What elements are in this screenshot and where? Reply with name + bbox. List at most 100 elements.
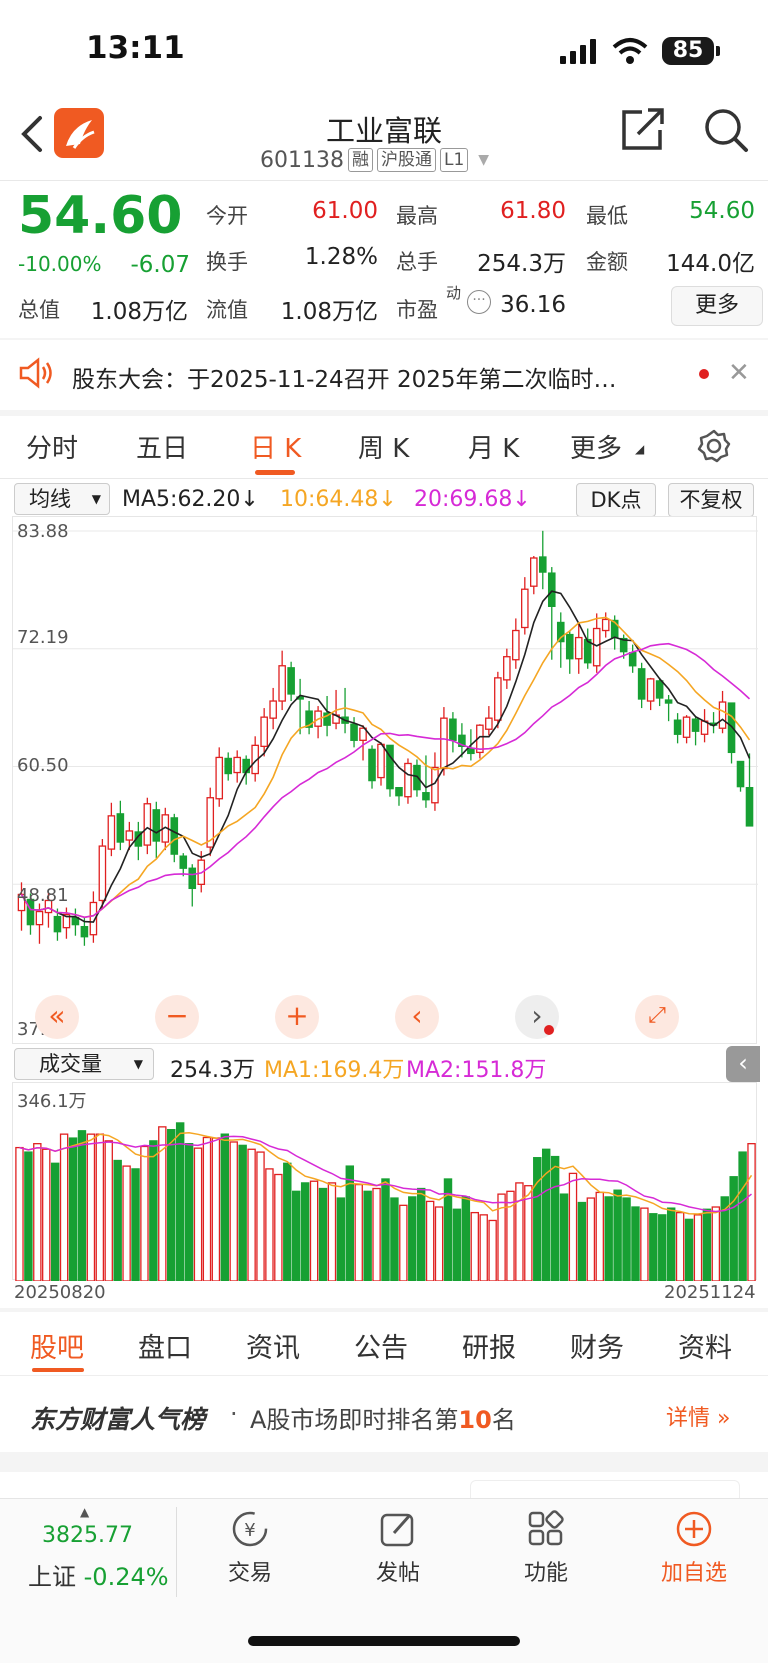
volume-bar — [327, 1182, 337, 1281]
zoom-out-icon[interactable]: − — [155, 995, 199, 1039]
corner-triangle-icon: ◢ — [635, 442, 645, 456]
latest-dot — [544, 1025, 554, 1035]
volume-bar — [666, 1207, 676, 1281]
volume-bar — [336, 1197, 346, 1281]
volume-bar — [622, 1197, 631, 1281]
rank-brand: 东方财富人气榜 — [30, 1405, 206, 1434]
candle-body — [682, 716, 691, 738]
tab-announcements[interactable]: 公告 — [354, 1333, 408, 1364]
kline-svg — [13, 530, 758, 946]
tab-financials[interactable]: 财务 — [570, 1333, 624, 1364]
divider — [0, 180, 768, 181]
volume-bar — [86, 1133, 96, 1281]
volume-bar — [220, 1133, 230, 1281]
tab-more[interactable]: 更多 — [570, 434, 623, 464]
tab-daily-k[interactable]: 日 K — [250, 434, 302, 464]
tab-five-day[interactable]: 五日 — [136, 434, 189, 464]
grid-icon — [528, 1510, 564, 1546]
volume-chart: 346.1万 — [12, 1082, 757, 1281]
unread-dot — [699, 369, 709, 379]
tab-news[interactable]: 资讯 — [246, 1333, 300, 1364]
trade-button[interactable]: ¥ 交易 — [195, 1509, 305, 1587]
candle-body — [152, 809, 161, 842]
pe-label: 市盈 — [396, 298, 438, 322]
section-gap — [0, 410, 768, 416]
dropdown-icon: ▼ — [91, 492, 101, 506]
turnover-value: 1.28% — [304, 244, 378, 270]
close-icon[interactable]: ✕ — [728, 358, 750, 388]
kline-chart[interactable]: 83.88 72.19 60.50 48.81 37.12 « − + ‹ › … — [12, 516, 758, 1044]
more-dots-icon[interactable]: ··· — [467, 290, 491, 314]
volume-bar — [292, 1190, 301, 1281]
candle-body — [278, 665, 286, 702]
post-button[interactable]: 发帖 — [343, 1509, 453, 1587]
ma20-line — [20, 642, 751, 919]
candle-body — [619, 637, 628, 653]
popularity-rank[interactable]: 东方财富人气榜 · A股市场即时排名第10名 详情 » — [0, 1380, 768, 1450]
volume-bar — [416, 1187, 426, 1281]
open-label: 今开 — [206, 204, 248, 228]
ma-select[interactable]: 均线 ▼ — [14, 483, 110, 515]
index-line[interactable]: 上证 -0.24% — [28, 1557, 169, 1592]
tab-forum[interactable]: 股吧 — [30, 1333, 84, 1364]
candle-body — [170, 817, 179, 855]
volume-svg — [15, 1122, 756, 1281]
candle-body — [206, 797, 215, 848]
volume-bar — [167, 1129, 176, 1281]
volume-bar — [318, 1187, 328, 1281]
volume-bar — [122, 1165, 131, 1281]
tab-intraday[interactable]: 分时 — [26, 434, 79, 464]
tag-level: L1 — [439, 148, 469, 172]
volume-bar — [533, 1157, 542, 1281]
scroll-left-fast-icon[interactable]: « — [35, 995, 79, 1039]
volume-bar — [113, 1159, 122, 1281]
candle-body — [125, 830, 134, 841]
candle-body — [458, 734, 466, 748]
x-start-label: 20250820 — [14, 1282, 106, 1303]
dk-point-button[interactable]: DK点 — [576, 483, 656, 517]
adjust-button[interactable]: 不复权 — [668, 483, 754, 517]
volume-total: 254.3万 — [170, 1058, 255, 1083]
functions-button[interactable]: 功能 — [491, 1509, 601, 1587]
stock-header: 工业富联 601138 融 沪股通 L1 ▼ — [0, 100, 768, 180]
open-value: 61.00 — [312, 198, 378, 224]
collapse-panel-icon[interactable]: ‹ — [726, 1046, 760, 1082]
tab-research[interactable]: 研报 — [462, 1333, 516, 1364]
tab-weekly-k[interactable]: 周 K — [358, 434, 410, 464]
indicator-select[interactable]: 成交量 ▼ — [14, 1048, 154, 1080]
notice-bar[interactable]: 股东大会：于2025-11-24召开 2025年第二次临时… ✕ — [0, 340, 768, 410]
volume-bar — [452, 1208, 462, 1281]
candle-body — [224, 757, 233, 775]
amount-value: 144.0亿 — [666, 251, 755, 277]
rank-text-after: 名 — [491, 1406, 516, 1434]
candle-body — [583, 638, 592, 664]
volume-bar — [506, 1190, 515, 1281]
tab-profile[interactable]: 资料 — [678, 1333, 732, 1364]
step-left-icon[interactable]: ‹ — [395, 995, 439, 1039]
settings-icon[interactable] — [696, 428, 732, 464]
tab-orderbook[interactable]: 盘口 — [138, 1333, 192, 1364]
volume-bar — [24, 1151, 33, 1281]
candle-body — [179, 855, 188, 869]
wifi-icon — [612, 38, 648, 64]
back-icon[interactable] — [18, 114, 44, 154]
tab-monthly-k[interactable]: 月 K — [468, 434, 520, 464]
candle-body — [467, 747, 475, 755]
volume-bar — [479, 1214, 488, 1281]
share-icon[interactable] — [620, 106, 666, 152]
volume-bar — [68, 1137, 78, 1281]
search-icon[interactable] — [702, 106, 750, 154]
candle-body — [215, 756, 224, 800]
fullscreen-icon[interactable]: ⤢ — [635, 995, 679, 1039]
add-watchlist-button[interactable]: 加自选 — [639, 1509, 749, 1587]
candle-body — [538, 556, 547, 573]
caret-down-icon[interactable]: ▼ — [478, 152, 490, 168]
rank-detail-link[interactable]: 详情 » — [666, 1406, 731, 1431]
volume-bar — [702, 1208, 712, 1281]
volume-bar — [390, 1197, 399, 1281]
volume-bar — [372, 1187, 381, 1281]
candle-body — [188, 867, 197, 890]
volume-bar — [568, 1172, 578, 1281]
more-button[interactable]: 更多 — [671, 286, 763, 326]
zoom-in-icon[interactable]: + — [275, 995, 319, 1039]
